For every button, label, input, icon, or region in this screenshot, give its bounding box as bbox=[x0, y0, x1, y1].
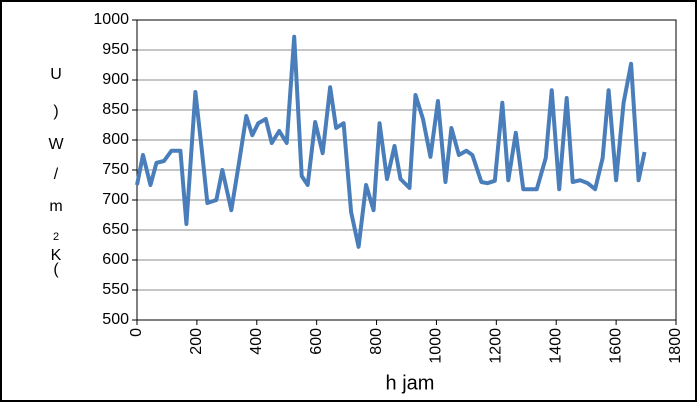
y-tick-label: 650 bbox=[102, 221, 129, 238]
x-tick-label: 200 bbox=[188, 328, 205, 355]
x-axis-label: h jam bbox=[386, 372, 435, 394]
y-tick-label: 850 bbox=[102, 101, 129, 118]
x-tick-label: 1400 bbox=[547, 328, 564, 364]
y-axis-label: m bbox=[49, 198, 62, 215]
y-axis-label: ( bbox=[53, 261, 59, 278]
plot-area bbox=[136, 19, 677, 321]
y-tick-label: 600 bbox=[102, 251, 129, 268]
x-tick-label: 1800 bbox=[667, 328, 684, 364]
y-tick-label: 700 bbox=[102, 191, 129, 208]
x-tick-label: 0 bbox=[128, 328, 145, 337]
y-axis-label: ) bbox=[53, 103, 58, 120]
x-tick-label: 600 bbox=[308, 328, 325, 355]
y-axis-label: W bbox=[48, 136, 64, 153]
x-tick-label: 1000 bbox=[428, 328, 445, 364]
y-tick-label: 800 bbox=[102, 131, 129, 148]
y-axis-label: K bbox=[51, 247, 62, 264]
data-line bbox=[135, 34, 647, 249]
y-tick-label: 550 bbox=[102, 281, 129, 298]
y-tick-label: 500 bbox=[102, 311, 129, 328]
x-tick-label: 800 bbox=[368, 328, 385, 355]
y-tick-label: 1000 bbox=[93, 11, 129, 28]
y-axis-label: / bbox=[54, 166, 59, 183]
y-tick-label: 900 bbox=[102, 71, 129, 88]
y-tick-label: 750 bbox=[102, 161, 129, 178]
x-tick-label: 400 bbox=[248, 328, 265, 355]
x-tick-label: 1600 bbox=[607, 328, 624, 364]
y-axis-label: U bbox=[50, 66, 62, 83]
x-tick-label: 1200 bbox=[488, 328, 505, 364]
y-tick-label: 950 bbox=[102, 41, 129, 58]
y-axis-label: 2 bbox=[53, 231, 59, 243]
